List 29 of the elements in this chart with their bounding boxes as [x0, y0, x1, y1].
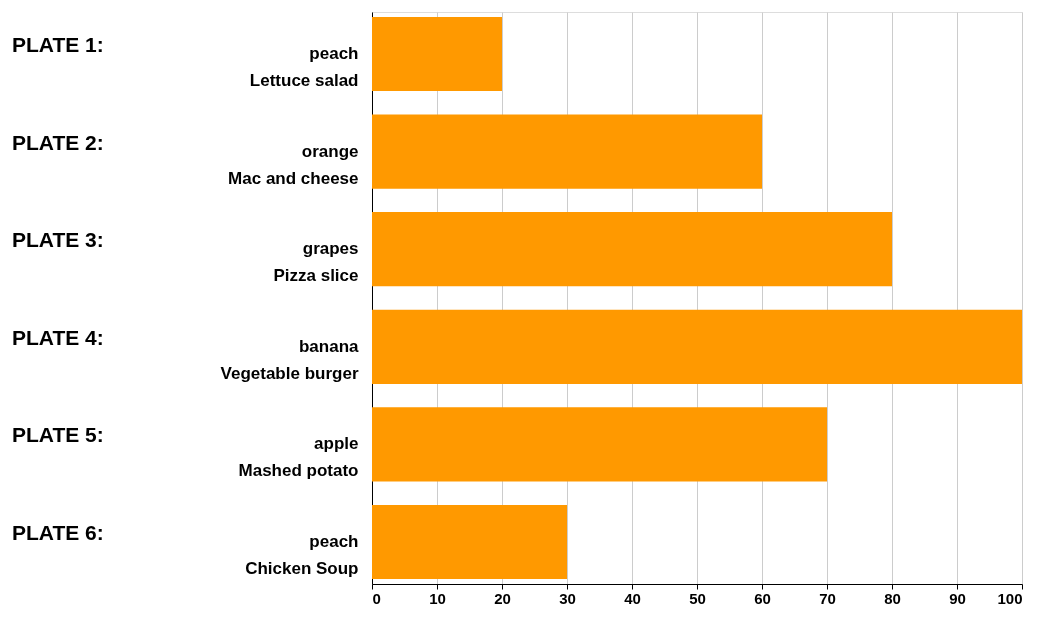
y-tick-label: grapes Pizza slice	[273, 239, 359, 286]
x-tick-label: 80	[884, 589, 901, 607]
bar	[372, 212, 892, 287]
text: PLATE 3:	[12, 228, 104, 252]
bar	[372, 114, 762, 189]
x-tick-label: 70	[819, 589, 836, 607]
y-tick-label: banana Vegetable burger	[220, 336, 360, 383]
y-tick-label: orange Mac and cheese	[228, 141, 359, 188]
y-tick-label: peach Chicken Soup	[245, 532, 359, 579]
x-tick-label: 20	[494, 589, 511, 607]
x-tick-label: 60	[754, 589, 771, 607]
x-tick-label: 0	[372, 589, 381, 607]
text: PLATE 1:	[12, 32, 104, 56]
text: PLATE 6:	[12, 521, 104, 545]
x-tick-label: 40	[624, 589, 641, 607]
bar	[372, 309, 1022, 384]
x-tick-label: 50	[689, 589, 706, 607]
x-tick-label: 10	[429, 589, 446, 607]
x-tick-label: 30	[559, 589, 576, 607]
x-tick-label: 90	[949, 589, 966, 607]
text: PLATE 2:	[12, 130, 104, 154]
y-tick-label: apple Mashed potato	[238, 434, 359, 481]
text: PLATE 5:	[12, 423, 104, 447]
bar	[372, 16, 502, 92]
x-tick-label: 100	[997, 589, 1023, 607]
bar	[372, 407, 827, 482]
text: PLATE 4:	[12, 325, 104, 349]
bar	[372, 504, 567, 580]
y-tick-label: peach Lettuce salad	[249, 43, 359, 90]
